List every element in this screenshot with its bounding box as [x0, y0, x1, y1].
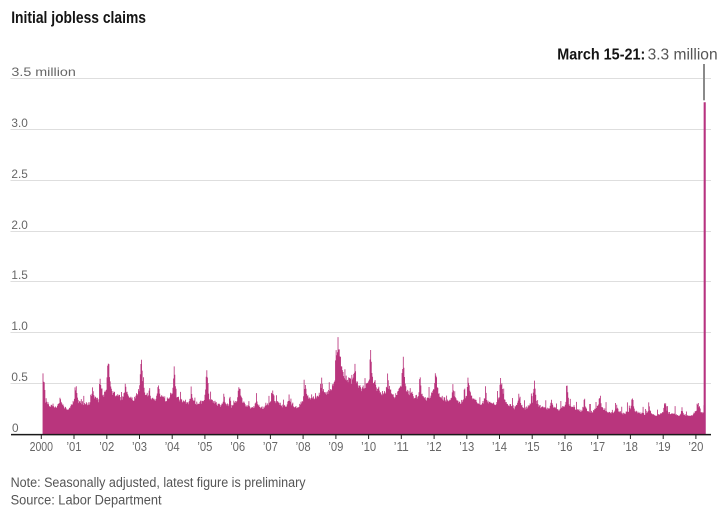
svg-text:2.5: 2.5 [11, 167, 28, 181]
svg-text:3.0: 3.0 [11, 116, 28, 130]
svg-text:Initial jobless claims: Initial jobless claims [11, 8, 146, 27]
svg-text:3.5 million: 3.5 million [11, 65, 75, 79]
svg-text:0.5: 0.5 [11, 370, 28, 384]
svg-text:’17: ’17 [590, 440, 605, 454]
svg-text:’04: ’04 [165, 440, 180, 454]
svg-text:1.0: 1.0 [11, 319, 28, 333]
svg-text:’03: ’03 [132, 440, 147, 454]
svg-text:2.0: 2.0 [11, 218, 28, 232]
svg-text:’01: ’01 [67, 440, 82, 454]
svg-text:0: 0 [12, 421, 19, 435]
svg-text:’18: ’18 [623, 440, 638, 454]
svg-text:’02: ’02 [99, 440, 114, 454]
svg-text:’20: ’20 [688, 440, 703, 454]
svg-text:1.5: 1.5 [11, 268, 28, 282]
svg-text:2000: 2000 [30, 440, 53, 454]
svg-text:Note: Seasonally adjusted, lat: Note: Seasonally adjusted, latest figure… [11, 475, 306, 490]
svg-text:’14: ’14 [492, 440, 507, 454]
svg-text:’11: ’11 [394, 440, 409, 454]
svg-text:’19: ’19 [656, 440, 671, 454]
svg-text:3.3 million: 3.3 million [648, 46, 718, 63]
svg-text:’13: ’13 [459, 440, 474, 454]
svg-text:’12: ’12 [427, 440, 442, 454]
svg-text:’09: ’09 [328, 440, 343, 454]
svg-text:March 15-21:: March 15-21: [557, 46, 645, 63]
svg-text:’07: ’07 [263, 440, 278, 454]
svg-text:’16: ’16 [558, 440, 573, 454]
svg-text:’06: ’06 [230, 440, 245, 454]
svg-text:’08: ’08 [296, 440, 311, 454]
svg-text:Source: Labor Department: Source: Labor Department [11, 493, 162, 508]
svg-text:’15: ’15 [525, 440, 540, 454]
svg-text:’10: ’10 [361, 440, 376, 454]
svg-text:’05: ’05 [197, 440, 212, 454]
